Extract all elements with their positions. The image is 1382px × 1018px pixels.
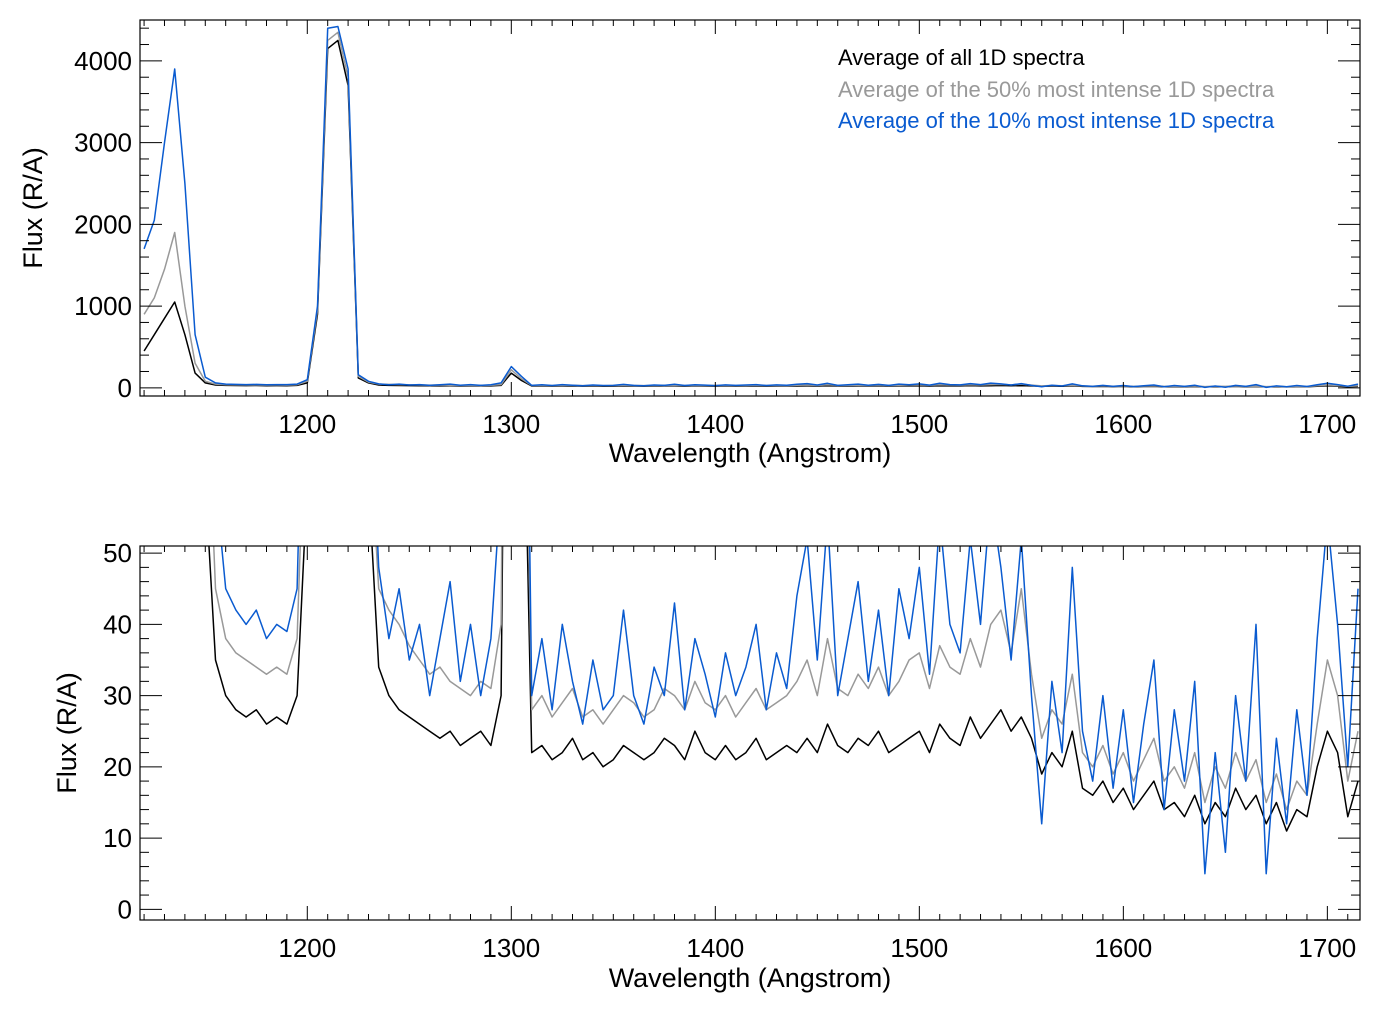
y-tick-label: 3000 xyxy=(74,128,132,158)
axes-frame xyxy=(139,545,1361,921)
legend-entry-50pct: Average of the 50% most intense 1D spect… xyxy=(838,77,1275,102)
x-tick-label: 1400 xyxy=(686,409,744,439)
y-tick-label: 4000 xyxy=(74,46,132,76)
y-axis-title: Flux (R/A) xyxy=(52,672,82,794)
x-tick-label: 1600 xyxy=(1094,409,1152,439)
x-tick-label: 1600 xyxy=(1094,933,1152,963)
y-tick-label: 50 xyxy=(103,538,132,568)
y-axis-title: Flux (R/A) xyxy=(18,147,48,269)
x-tick-label: 1400 xyxy=(686,933,744,963)
x-axis-title: Wavelength (Angstrom) xyxy=(609,438,892,468)
legend-entry-10pct: Average of the 10% most intense 1D spect… xyxy=(838,108,1275,133)
y-tick-label: 20 xyxy=(103,752,132,782)
top-panel-full-range: 1200 1300 1400 1500 1600 1700 0 1000 2000 3000 400… xyxy=(18,19,1361,468)
x-axis-title: Wavelength (Angstrom) xyxy=(609,963,892,993)
y-tick-label: 40 xyxy=(103,609,132,639)
series-line-top10 xyxy=(143,25,1359,389)
x-tick-label: 1200 xyxy=(278,409,336,439)
x-tick-label: 1300 xyxy=(482,933,540,963)
x-tick-label: 1700 xyxy=(1298,409,1356,439)
series-group xyxy=(143,25,1359,389)
series-line-all xyxy=(208,546,1359,832)
x-tick-label: 1300 xyxy=(482,409,540,439)
y-tick-label: 2000 xyxy=(74,209,132,239)
legend-entry-all: Average of all 1D spectra xyxy=(838,45,1085,70)
x-tick-label: 1500 xyxy=(890,409,948,439)
x-tick-label: 1200 xyxy=(278,933,336,963)
bottom-panel-zoomed: 1200 1300 1400 1500 1600 1700 0 10 20 30 40 50 Wavel… xyxy=(52,538,1361,993)
x-tick-label: 1500 xyxy=(890,933,948,963)
series-group xyxy=(208,546,1359,875)
x-tick-label: 1700 xyxy=(1298,933,1356,963)
y-tick-label: 0 xyxy=(118,894,132,924)
legend: Average of all 1D spectra Average of the… xyxy=(838,45,1275,133)
y-tick-label: 1000 xyxy=(74,291,132,321)
y-tick-label: 10 xyxy=(103,823,132,853)
y-tick-label: 30 xyxy=(103,681,132,711)
series-line-top10 xyxy=(220,546,1359,875)
series-line-top50 xyxy=(213,546,1359,811)
y-tick-label: 0 xyxy=(118,373,132,403)
